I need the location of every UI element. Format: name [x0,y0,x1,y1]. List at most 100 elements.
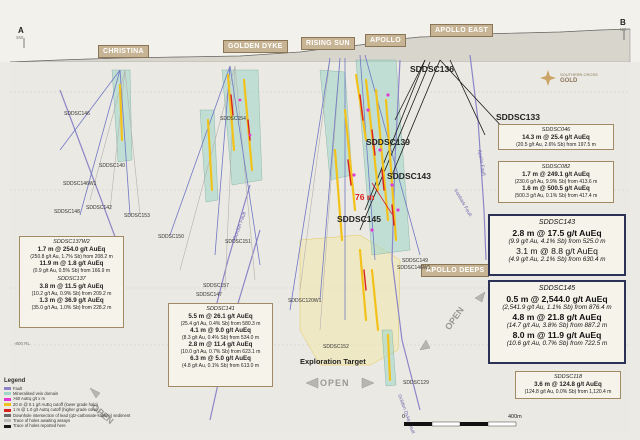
intercept-sub: (10.0 g/t Au, 0.7% Sb) from 623.1 m [180,348,261,355]
intercept-box-sddsc143: SDDSC143 2.8 m @ 17.5 g/t AuEq (9.9 g/t … [488,214,626,276]
intercept-box-sddsc082: SDDSC082 1.7 m @ 249.1 g/t AuEq (230.6 g… [498,161,614,203]
hole-sddsc146: SDDSC146 [64,111,90,117]
hole-sddsc120w1: SDDSC120W1 [288,298,322,304]
faults [59,54,487,421]
intercept-main: 2.8 m @ 11.4 g/t AuEq [188,340,253,348]
annotation-exploration-target: Exploration Target [300,357,366,366]
legend-swatch [4,424,11,428]
legend-label: Downhole intersection of lead (qtz-carbo… [13,412,131,418]
intercept-main: 1.6 m @ 500.5 g/t AuEq [522,184,590,192]
deposit-golden-dyke: GOLDEN DYKE [223,40,288,53]
intercept-sub: (500.3 g/t Au, 0.1% Sb) from 417.4 m [514,192,598,199]
intercept-box-sddsc046: SDDSC046 14.3 m @ 25.4 g/t AuEq (20.5 g/… [498,124,614,150]
deposit-apollo-east: APOLLO EAST [430,24,494,37]
intercept-main: 2.8 m @ 17.5 g/t AuEq [512,227,602,238]
hole-sddsc142: SDDSC142 [86,205,112,211]
intercept-main: 3.6 m @ 124.8 g/t AuEq [534,380,602,388]
intercept-sub: (14.7 g/t Au, 3.8% Sb) from 887.2 m [506,322,608,330]
deposit-rising-sun: RISING SUN [301,37,355,50]
seventy-six-m-bracket [371,182,393,215]
hole-sddsc150: SDDSC150 [158,234,184,240]
box-title: SDDSC137 [57,275,86,282]
intercept-sub: (250.8 g/t Au, 1.7% Sb) from 208.2 m [30,253,113,260]
intercept-sub: (20.5 g/t Au, 2.6% Sb) from 197.5 m [516,141,596,148]
legend-label: 1 m @ 1.0 g/t AuEq cutoff (higher grade … [13,407,98,413]
intercept-main: 0.5 m @ 2,544.0 g/t AuEq [506,293,608,304]
legend-item: Fault [4,386,154,391]
intercept-sub: (25.4 g/t Au, 0.4% Sb) from 580.3 m [180,320,261,327]
hole-sddsc149: SDDSC149 [402,258,428,264]
intercept-main: 3.1 m @ 8.8 g/t AuEq [516,245,598,256]
hole-sddsc148: SDDSC148 [54,209,80,215]
intercept-main: 1.3 m @ 36.9 g/t AuEq [39,296,104,304]
open-arrows [89,291,486,399]
depth-label: -800 RL [14,341,31,346]
drill-traces-black [359,59,506,231]
legend-swatch [4,408,11,412]
logo-line2: GOLD [560,78,578,84]
box-title: SDDSC143 [538,219,576,226]
legend-swatch [4,397,11,401]
hole-sddsc140: SDDSC140 [99,163,125,169]
scale-bar [404,421,517,427]
section-end-a-dir: SW [16,35,24,40]
legend-label: 20 m @ 0.1 g/t AuEq cutoff (lower grade … [13,401,98,407]
intercept-main: 3.8 m @ 11.5 g/t AuEq [39,282,104,290]
intercept-sub: (10.6 g/t Au, 0.7% Sb) from 722.5 m [506,340,608,348]
box-title: SDDSC118 [553,374,583,380]
hole-sddsc136: SDDSC136 [410,64,454,74]
scale-zero: 0 [402,414,406,420]
section-end-a: A [18,26,24,35]
legend-swatch [4,387,11,391]
hole-sddsc146w1-east: SDDSC146W1 [397,265,431,271]
legend-swatch [4,413,11,417]
hole-sddsc129: SDDSC129 [403,380,429,386]
legend-item: Trace of holes reported here [4,423,154,428]
intercept-main: 4.1 m @ 9.0 g/t AuEq [190,326,251,334]
legend-label: Mineralised vein domain [13,391,59,397]
intercept-sub: (10.2 g/t Au, 0.9% Sb) from 209.2 m [31,290,112,297]
legend-swatch [4,392,11,396]
logo-line1: SOUTHERN CROSS [560,72,598,77]
legend-title: Legend [4,378,26,384]
box-title: SDDSC082 [541,164,571,170]
intercept-sub: (124.8 g/t Au, 0.0% Sb) from 1,120.4 m [524,388,612,395]
fault-a-label: Apollo Fault [476,149,487,177]
logo-mark [540,70,556,86]
intercept-sub: (4.8 g/t Au, 0.1% Sb) from 613.0 m [182,362,259,369]
intercept-main: 14.3 m @ 25.4 g/t AuEq [522,133,590,141]
box-title: SDDSC141 [206,306,235,312]
legend-item: Mineralised vein domain [4,391,154,396]
hole-sddsc145: SDDSC145 [337,214,381,224]
mineralisation-marks [118,73,400,382]
legend-label: Fault [13,385,23,391]
intercept-box-sddsc118: SDDSC118 3.6 m @ 124.8 g/t AuEq (124.8 g… [515,371,621,399]
drill-traces-reported [59,54,421,320]
intercept-main: 6.3 m @ 5.0 g/t AuEq [190,354,251,362]
intercept-sub: (2,541.9 g/t Au, 1.1% Sb) from 876.4 m [502,304,612,312]
intercept-sub: (230.6 g/t Au, 9.9% Sb) from 413.6 m [514,178,598,185]
intercept-sub: (35.0 g/t Au, 1.0% Sb) from 228.2 m [31,304,112,311]
drill-traces-awaiting [89,59,341,331]
intercept-main: 11.9 m @ 1.8 g/t AuEq [39,259,104,267]
intercept-box-sddsc141: SDDSC141 5.5 m @ 26.1 g/t AuEq (25.4 g/t… [168,303,273,387]
annotation-76m: 76 m [355,192,375,202]
intercept-main: 1.7 m @ 249.1 g/t AuEq [522,170,590,178]
legend-label: Trace of holes awaiting assays [13,417,71,423]
deposit-apollo: APOLLO [365,34,406,47]
hole-sddsc157: SDDSC157 [203,283,229,289]
deposit-apollo-deeps: APOLLO DEEPS [421,264,490,277]
section-end-b: B [620,18,626,27]
hole-sddsc147: SDDSC147 [196,292,222,298]
intercept-main: 5.5 m @ 26.1 g/t AuEq [188,312,253,320]
legend-item: >50 AuEq g/t x m [4,396,154,401]
legend: Legend Fault Mineralised vein domain >50 A… [4,378,154,429]
hole-sddsc153: SDDSC153 [124,213,150,219]
hole-sddsc139: SDDSC139 [366,137,410,147]
legend-items: Fault Mineralised vein domain >50 AuEq g/t… [4,386,154,429]
intercept-box-sddsc137: SDDSC137W2 1.7 m @ 254.0 g/t AuEq (250.8… [19,236,124,328]
hole-sddsc146w1: SDDSC146W1 [63,181,97,187]
hole-sddsc154: SDDSC154 [220,116,246,122]
intercept-main: 8.0 m @ 11.9 g/t AuEq [512,329,602,340]
